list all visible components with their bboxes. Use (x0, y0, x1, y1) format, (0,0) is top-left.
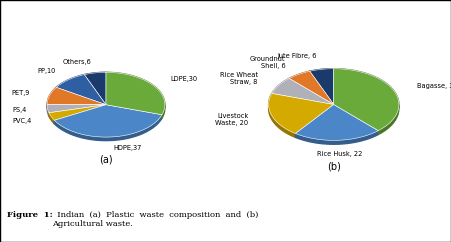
Polygon shape (55, 115, 162, 141)
Polygon shape (56, 75, 106, 105)
Text: Livestock
Waste, 20: Livestock Waste, 20 (215, 113, 248, 126)
Polygon shape (272, 78, 334, 105)
Polygon shape (334, 69, 399, 135)
Polygon shape (47, 105, 49, 116)
Polygon shape (55, 105, 162, 137)
Polygon shape (310, 69, 334, 105)
Text: Others,6: Others,6 (62, 59, 91, 65)
Text: LDPE,30: LDPE,30 (170, 76, 198, 82)
Text: Jute Fibre, 6: Jute Fibre, 6 (277, 53, 317, 59)
Text: Rice Husk, 22: Rice Husk, 22 (317, 151, 362, 157)
Polygon shape (295, 105, 378, 140)
Polygon shape (106, 72, 165, 118)
Text: HDPE,37: HDPE,37 (114, 145, 142, 151)
Text: PP,10: PP,10 (37, 68, 55, 74)
Polygon shape (106, 72, 165, 115)
Text: PET,9: PET,9 (11, 90, 30, 96)
Text: (a): (a) (99, 155, 113, 165)
Polygon shape (289, 71, 310, 82)
Text: Figure  1:: Figure 1: (7, 211, 52, 219)
Text: Rice Wheat
Straw, 8: Rice Wheat Straw, 8 (220, 72, 258, 84)
Text: Groundnut
Shell, 6: Groundnut Shell, 6 (250, 56, 285, 69)
Text: PVC,4: PVC,4 (13, 118, 32, 124)
Text: (b): (b) (327, 161, 341, 171)
Polygon shape (269, 93, 295, 137)
Polygon shape (47, 87, 56, 108)
Polygon shape (295, 131, 378, 144)
Polygon shape (272, 78, 289, 97)
Polygon shape (84, 72, 106, 105)
Polygon shape (289, 71, 334, 105)
Polygon shape (56, 75, 84, 91)
Polygon shape (84, 72, 106, 78)
Polygon shape (49, 113, 55, 124)
Text: PS,4: PS,4 (13, 107, 27, 113)
Polygon shape (49, 105, 106, 120)
Text: Indian  (a)  Plastic  waste  composition  and  (b)
Agricultural waste.: Indian (a) Plastic waste composition and… (52, 211, 258, 228)
Polygon shape (47, 105, 106, 113)
Polygon shape (269, 93, 334, 134)
Polygon shape (310, 69, 334, 75)
Polygon shape (47, 87, 106, 105)
Polygon shape (334, 69, 399, 131)
Text: Bagasse, 38: Bagasse, 38 (417, 83, 451, 89)
